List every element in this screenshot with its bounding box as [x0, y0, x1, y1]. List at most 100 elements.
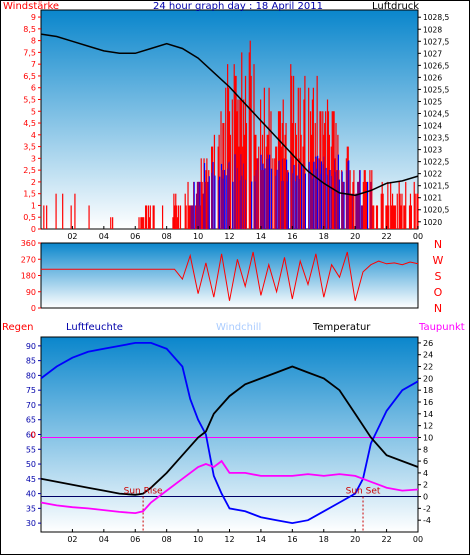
x-tick-label: 06 [130, 535, 140, 544]
sun-rise-label: Sun Rise [124, 487, 163, 497]
pressure-line-group [40, 33, 419, 197]
temperature-tick-label: 0 [423, 493, 428, 502]
x-tick-label: 04 [99, 232, 109, 241]
compass-n-label: N [434, 302, 442, 315]
wind-tick-label: 0 [31, 225, 36, 234]
temperature-tick-label: 14 [423, 410, 433, 419]
pressure-tick-label: 1021,5 [423, 182, 449, 191]
wind-tick-label: 9 [31, 13, 36, 22]
wind-direction-axis-ticks: 0 90 180 270 360 [21, 239, 41, 313]
wind-pressure-x-ticks: 02 04 06 08 10 12 14 16 18 20 22 00 [67, 226, 423, 241]
compass-n-label: N [434, 238, 442, 251]
compass-s-label: S [435, 270, 442, 283]
x-tick-label: 12 [224, 232, 234, 241]
x-tick-label: 08 [162, 535, 172, 544]
pressure-axis-label: Luftdruck [372, 1, 419, 12]
temperature-tick-label: 20 [423, 374, 433, 383]
x-tick-label: 10 [193, 535, 203, 544]
direction-tick-label: 90 [26, 288, 36, 297]
wind-tick-label: 0,5 [23, 213, 36, 222]
x-tick-label: 18 [319, 535, 329, 544]
pressure-tick-label: 1022,5 [423, 158, 449, 167]
pressure-tick-label: 1025,5 [423, 85, 449, 94]
pressure-tick-label: 1026,5 [423, 61, 449, 70]
x-tick-label: 22 [381, 535, 391, 544]
wind-tick-label: 3 [31, 154, 36, 163]
wind-tick-label: 4 [31, 131, 36, 140]
x-tick-label: 00 [413, 535, 423, 544]
humidity-tick-label: 75 [26, 386, 36, 395]
x-tick-label: 20 [350, 232, 360, 241]
humidity-tick-label: 45 [26, 475, 36, 484]
x-tick-label: 16 [287, 232, 297, 241]
humidity-tick-label: 90 [26, 342, 36, 351]
pressure-line [40, 33, 419, 197]
wind-tick-label: 1,5 [23, 190, 36, 199]
x-tick-label: 14 [256, 232, 266, 241]
temperature-tick-label: 2 [423, 481, 428, 490]
wind-tick-label: 8 [31, 37, 36, 46]
humidity-tick-label: 30 [26, 519, 36, 528]
temp-humidity-x-ticks: 02 04 06 08 10 12 14 16 18 20 22 00 [67, 529, 423, 544]
pressure-tick-label: 1024 [423, 122, 442, 131]
pressure-tick-label: 1025 [423, 97, 442, 106]
wind-tick-label: 3,5 [23, 143, 36, 152]
wind-tick-label: 5 [31, 107, 36, 116]
pressure-tick-label: 1027,5 [423, 37, 449, 46]
humidity-tick-label: 40 [26, 490, 36, 499]
temperature-tick-label: 24 [423, 351, 433, 360]
wind-direction-line [41, 251, 419, 301]
wind-tick-label: 2,5 [23, 166, 36, 175]
x-tick-label: 12 [224, 535, 234, 544]
wind-direction-line-group [41, 251, 419, 301]
x-tick-label: 08 [162, 232, 172, 241]
wind-axis-ticks: 0 0,5 1 1,5 2 2,5 3 3,5 4 4,5 5 5,5 6 6,5 7 7,5 8 8,5 9 [23, 13, 41, 234]
pressure-tick-label: 1028 [423, 25, 442, 34]
taupunkt-line [40, 459, 419, 515]
x-tick-label: 00 [413, 232, 423, 241]
compass-w-label: W [433, 254, 444, 267]
pressure-tick-label: 1020 [423, 218, 442, 227]
pressure-tick-label: 1024,5 [423, 109, 449, 118]
temperature-tick-label: 22 [423, 363, 433, 372]
temp-humidity-plot-area [41, 337, 418, 532]
temperature-label: Temperatur [312, 322, 371, 333]
temperature-tick-label: 4 [423, 469, 428, 478]
reference-lines [41, 436, 418, 532]
humidity-axis-ticks: 30 35 40 45 50 55 60 65 70 75 80 85 90 [26, 342, 41, 528]
x-tick-label: 02 [67, 535, 77, 544]
chart-title: 24 hour graph day : 18 April 2011 [153, 1, 323, 12]
humidity-label: Luftfeuchte [66, 322, 123, 333]
x-tick-label: 16 [287, 535, 297, 544]
temperature-tick-label: 8 [423, 445, 428, 454]
x-tick-label: 18 [319, 232, 329, 241]
pressure-tick-label: 1027 [423, 49, 442, 58]
pressure-tick-label: 1023 [423, 146, 442, 155]
x-tick-label: 22 [381, 232, 391, 241]
rain-value: 0 [30, 431, 36, 441]
direction-tick-label: 180 [21, 272, 36, 281]
temperature-tick-label: 26 [423, 339, 433, 348]
wind-tick-label: 2 [31, 178, 36, 187]
temp-humidity-lines [40, 341, 419, 525]
pressure-tick-label: 1022 [423, 170, 442, 179]
humidity-tick-label: 80 [26, 371, 36, 380]
humidity-tick-label: 35 [26, 504, 36, 513]
wind-axis-label: Windstärke [3, 1, 59, 12]
windchill-label: Windchill [216, 322, 261, 333]
wind-tick-label: 6,5 [23, 72, 36, 81]
wind-tick-label: 1 [31, 201, 36, 210]
pressure-tick-label: 1021 [423, 194, 442, 203]
pressure-axis-ticks: 1020 1020,5 1021 1021,5 1022 1022,5 1023 1023,5… [418, 13, 449, 227]
x-tick-label: 06 [130, 232, 140, 241]
wind-direction-plot-area [41, 243, 418, 308]
temperature-tick-label: -2 [423, 504, 431, 513]
wind-tick-label: 8,5 [23, 25, 36, 34]
temperature-tick-label: 12 [423, 422, 433, 431]
temperature-tick-label: 10 [423, 433, 433, 442]
wind-tick-label: 5,5 [23, 95, 36, 104]
